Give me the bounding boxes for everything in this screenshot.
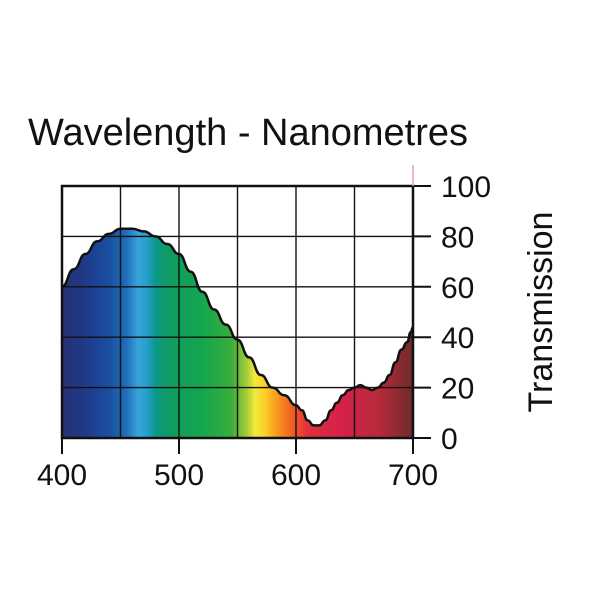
chart-title: Wavelength - Nanometres — [28, 112, 468, 154]
y-axis-label: Transmission — [522, 212, 560, 413]
y-tick-label-20: 20 — [441, 373, 474, 406]
x-tick-label-600: 600 — [271, 459, 321, 492]
x-tick-label-400: 400 — [37, 459, 87, 492]
y-tick-label-100: 100 — [441, 171, 491, 204]
y-tick-label-0: 0 — [441, 423, 458, 456]
plot-area — [60, 184, 415, 440]
transmission-curve — [61, 227, 414, 427]
y-tick-label-80: 80 — [441, 221, 474, 254]
y-tick-label-40: 40 — [441, 322, 474, 355]
y-tick-label-60: 60 — [441, 272, 474, 305]
x-axis: 400 500 600 700 — [37, 438, 438, 492]
plot-frame — [60, 184, 415, 440]
y-axis: 0 20 40 60 80 100 — [412, 165, 491, 456]
x-tick-label-500: 500 — [154, 459, 204, 492]
x-tick-label-700: 700 — [388, 459, 438, 492]
